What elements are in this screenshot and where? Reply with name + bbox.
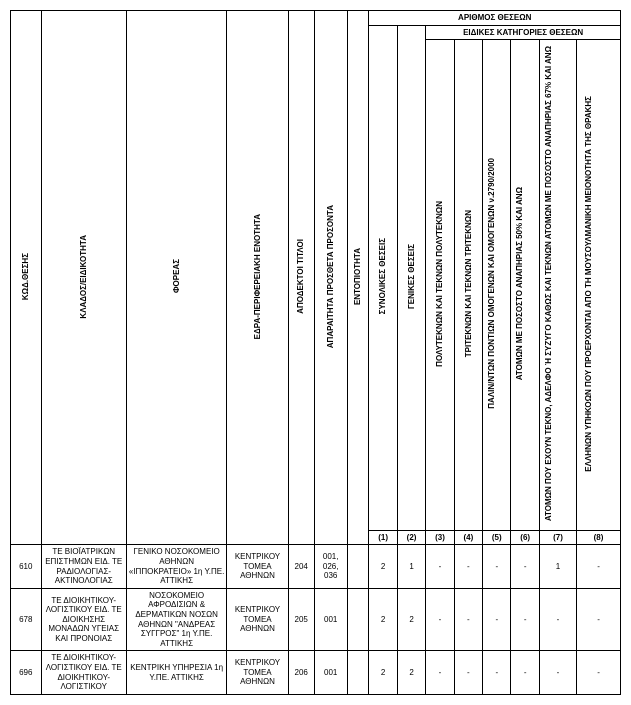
cell-spec: ΤΕ ΒΙΟΪΑΤΡΙΚΩΝ ΕΠΙΣΤΗΜΩΝ ΕΙΔ. ΤΕ ΡΑΔΙΟΛΟ… — [41, 545, 126, 588]
cell-v6: - — [511, 545, 539, 588]
hdr-c12: ΠΑΛΙΝ/ΝΤΩΝ ΠΟΝΤΙΩΝ ΟΜΟΓΕΝΩΝ ΚΑΙ ΟΜΟΓΕΝΩΝ… — [483, 40, 511, 531]
cell-titles: 205 — [288, 588, 314, 651]
cell-v1: 2 — [369, 588, 397, 651]
cell-body: ΓΕΝΙΚΟ ΝΟΣΟΚΟΜΕΙΟ ΑΘΗΝΩΝ «ΙΠΠΟΚΡΑΤΕΙΟ» 1… — [126, 545, 227, 588]
hdr-c14: ΑΤΟΜΩΝ ΠΟΥ ΕΧΟΥΝ ΤΕΚΝΟ, ΑΔΕΛΦΟ Ή ΣΥΖΥΓΟ … — [539, 40, 576, 531]
cell-code: 696 — [11, 651, 42, 694]
cell-titles: 204 — [288, 545, 314, 588]
cell-extra: 001 — [314, 588, 347, 651]
cell-v7: 1 — [539, 545, 576, 588]
table-row: 610 ΤΕ ΒΙΟΪΑΤΡΙΚΩΝ ΕΠΙΣΤΗΜΩΝ ΕΙΔ. ΤΕ ΡΑΔ… — [11, 545, 621, 588]
hdr-c15: ΕΛΛΗΝΩΝ ΥΠΗΚΟΩΝ ΠΟΥ ΠΡΟΕΡΧΟΝΤΑΙ ΑΠΟ ΤΗ Μ… — [577, 40, 621, 531]
cell-body: ΚΕΝΤΡΙΚΗ ΥΠΗΡΕΣΙΑ 1η Υ.ΠΕ. ΑΤΤΙΚΗΣ — [126, 651, 227, 694]
cell-v3: - — [426, 651, 454, 694]
cell-v3: - — [426, 588, 454, 651]
num-6: (6) — [511, 530, 539, 545]
cell-local — [347, 588, 369, 651]
cell-v2: 2 — [397, 588, 425, 651]
cell-v3: - — [426, 545, 454, 588]
cell-code: 610 — [11, 545, 42, 588]
hdr-general: ΓΕΝΙΚΕΣ ΘΕΣΕΙΣ — [397, 25, 425, 530]
cell-spec: ΤΕ ΔΙΟΙΚΗΤΙΚΟΥ- ΛΟΓΙΣΤΙΚΟΥ ΕΙΔ. ΤΕ ΔΙΟΙΚ… — [41, 651, 126, 694]
positions-table: ΚΩΔ.ΘΕΣΗΣ ΚΛΑΔΟΣ/ΕΙΔΙΚΟΤΗΤΑ ΦΟΡΕΑΣ ΕΔΡΑ-… — [10, 10, 621, 695]
cell-v8: - — [577, 651, 621, 694]
hdr-titles: ΑΠΟΔΕΚΤΟΙ ΤΙΤΛΟΙ — [288, 11, 314, 545]
hdr-body: ΦΟΡΕΑΣ — [126, 11, 227, 545]
hdr-positions-count: ΑΡΙΘΜΟΣ ΘΕΣΕΩΝ — [369, 11, 621, 26]
cell-v2: 1 — [397, 545, 425, 588]
num-7: (7) — [539, 530, 576, 545]
hdr-code: ΚΩΔ.ΘΕΣΗΣ — [11, 11, 42, 545]
cell-titles: 206 — [288, 651, 314, 694]
cell-extra: 001 — [314, 651, 347, 694]
hdr-spec: ΚΛΑΔΟΣ/ΕΙΔΙΚΟΤΗΤΑ — [41, 11, 126, 545]
cell-seat: ΚΕΝΤΡΙΚΟΥ ΤΟΜΕΑ ΑΘΗΝΩΝ — [227, 588, 288, 651]
hdr-total: ΣΥΝΟΛΙΚΕΣ ΘΕΣΕΙΣ — [369, 25, 397, 530]
cell-code: 678 — [11, 588, 42, 651]
table-row: 696 ΤΕ ΔΙΟΙΚΗΤΙΚΟΥ- ΛΟΓΙΣΤΙΚΟΥ ΕΙΔ. ΤΕ Δ… — [11, 651, 621, 694]
table-body: 610 ΤΕ ΒΙΟΪΑΤΡΙΚΩΝ ΕΠΙΣΤΗΜΩΝ ΕΙΔ. ΤΕ ΡΑΔ… — [11, 545, 621, 694]
cell-v7: - — [539, 588, 576, 651]
cell-local — [347, 545, 369, 588]
cell-v5: - — [483, 545, 511, 588]
num-4: (4) — [454, 530, 482, 545]
cell-v7: - — [539, 651, 576, 694]
hdr-c10: ΠΟΛΥΤΕΚΝΩΝ ΚΑΙ ΤΕΚΝΩΝ ΠΟΛΥΤΕΚΝΩΝ — [426, 40, 454, 531]
hdr-local: ΕΝΤΟΠΙΟΤΗΤΑ — [347, 11, 369, 545]
cell-body: ΝΟΣΟΚΟΜΕΙΟ ΑΦΡΟΔΙΣΙΩΝ & ΔΕΡΜΑΤΙΚΩΝ ΝΟΣΩΝ… — [126, 588, 227, 651]
cell-v2: 2 — [397, 651, 425, 694]
num-1: (1) — [369, 530, 397, 545]
hdr-special-group: ΕΙΔΙΚΕΣ ΚΑΤΗΓΟΡΙΕΣ ΘΕΣΕΩΝ — [426, 25, 621, 40]
cell-v5: - — [483, 588, 511, 651]
cell-v4: - — [454, 588, 482, 651]
cell-v8: - — [577, 588, 621, 651]
hdr-c13: ΑΤΟΜΩΝ ΜΕ ΠΟΣΟΣΤΟ ΑΝΑΠΗΡΙΑΣ 50% ΚΑΙ ΑΝΩ — [511, 40, 539, 531]
num-3: (3) — [426, 530, 454, 545]
table-row: 678 ΤΕ ΔΙΟΙΚΗΤΙΚΟΥ- ΛΟΓΙΣΤΙΚΟΥ ΕΙΔ. ΤΕ Δ… — [11, 588, 621, 651]
cell-v5: - — [483, 651, 511, 694]
cell-local — [347, 651, 369, 694]
cell-spec: ΤΕ ΔΙΟΙΚΗΤΙΚΟΥ- ΛΟΓΙΣΤΙΚΟΥ ΕΙΔ. ΤΕ ΔΙΟΙΚ… — [41, 588, 126, 651]
cell-v6: - — [511, 651, 539, 694]
cell-v6: - — [511, 588, 539, 651]
hdr-seat: ΕΔΡΑ-ΠΕΡΙΦΕΡΕΙΑΚΗ ΕΝΟΤΗΤΑ — [227, 11, 288, 545]
cell-seat: ΚΕΝΤΡΙΚΟΥ ΤΟΜΕΑ ΑΘΗΝΩΝ — [227, 651, 288, 694]
cell-seat: ΚΕΝΤΡΙΚΟΥ ΤΟΜΕΑ ΑΘΗΝΩΝ — [227, 545, 288, 588]
num-5: (5) — [483, 530, 511, 545]
num-8: (8) — [577, 530, 621, 545]
cell-v4: - — [454, 651, 482, 694]
hdr-c11: ΤΡΙΤΕΚΝΩΝ ΚΑΙ ΤΕΚΝΩΝ ΤΡΙΤΕΚΝΩΝ — [454, 40, 482, 531]
cell-v1: 2 — [369, 651, 397, 694]
cell-extra: 001, 026, 036 — [314, 545, 347, 588]
cell-v4: - — [454, 545, 482, 588]
hdr-extra: ΑΠΑΡΑΙΤΗΤΑ ΠΡΟΣΘΕΤΑ ΠΡΟΣΟΝΤΑ — [314, 11, 347, 545]
num-2: (2) — [397, 530, 425, 545]
cell-v1: 2 — [369, 545, 397, 588]
cell-v8: - — [577, 545, 621, 588]
